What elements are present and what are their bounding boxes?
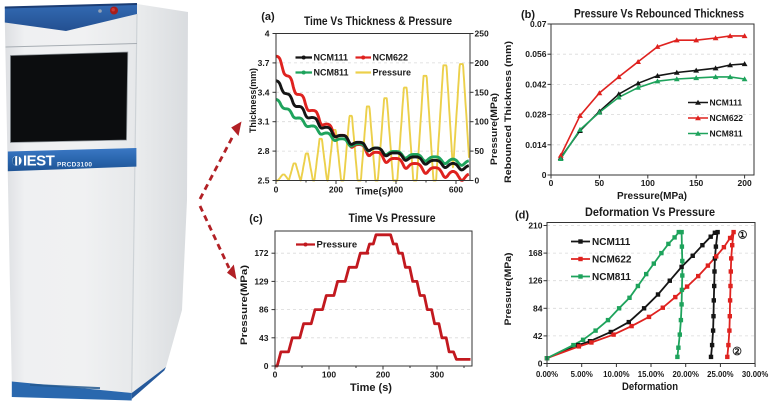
svg-text:129: 129 bbox=[254, 276, 268, 286]
svg-text:(c): (c) bbox=[249, 213, 263, 225]
svg-text:600: 600 bbox=[449, 185, 463, 195]
svg-text:0.00%: 0.00% bbox=[536, 370, 558, 379]
svg-text:Pressure(MPa): Pressure(MPa) bbox=[503, 253, 514, 326]
svg-text:0.014: 0.014 bbox=[525, 140, 547, 150]
svg-text:100: 100 bbox=[641, 178, 655, 188]
svg-text:50: 50 bbox=[595, 178, 605, 188]
svg-text:NCM811: NCM811 bbox=[592, 272, 631, 283]
svg-text:Pressure Vs Rebounced Thickne: Pressure Vs Rebounced Thickness bbox=[574, 9, 744, 21]
svg-text:Deformation Vs Pressure: Deformation Vs Pressure bbox=[585, 207, 715, 219]
svg-text:0: 0 bbox=[549, 178, 554, 188]
svg-text:0.028: 0.028 bbox=[525, 110, 547, 120]
svg-text:0: 0 bbox=[542, 170, 547, 180]
svg-text:Deformation: Deformation bbox=[622, 381, 678, 393]
svg-text:126: 126 bbox=[528, 276, 542, 286]
svg-text:Pressure(MPa): Pressure(MPa) bbox=[617, 191, 687, 202]
svg-text:①: ① bbox=[738, 230, 748, 242]
svg-text:0: 0 bbox=[273, 370, 278, 380]
svg-text:Pressure(MPa): Pressure(MPa) bbox=[489, 93, 500, 165]
svg-text:0: 0 bbox=[264, 361, 269, 371]
svg-text:15.00%: 15.00% bbox=[638, 370, 665, 379]
svg-text:3.1: 3.1 bbox=[258, 117, 270, 127]
svg-text:NCM111: NCM111 bbox=[710, 98, 743, 108]
svg-text:3.4: 3.4 bbox=[258, 87, 270, 97]
svg-text:5.00%: 5.00% bbox=[571, 370, 593, 379]
svg-text:25.00%: 25.00% bbox=[707, 370, 734, 379]
svg-text:4: 4 bbox=[265, 29, 270, 39]
svg-text:100: 100 bbox=[322, 370, 336, 380]
svg-text:250: 250 bbox=[475, 29, 489, 39]
svg-text:86: 86 bbox=[259, 305, 269, 315]
svg-text:Thickness(mm): Thickness(mm) bbox=[248, 68, 259, 133]
svg-text:(a): (a) bbox=[261, 11, 275, 23]
svg-text:0: 0 bbox=[538, 359, 543, 369]
svg-text:43: 43 bbox=[259, 333, 269, 343]
svg-text:84: 84 bbox=[533, 303, 543, 313]
svg-text:50: 50 bbox=[475, 146, 485, 156]
svg-text:Pressure: Pressure bbox=[317, 240, 358, 251]
svg-text:NCM622: NCM622 bbox=[710, 113, 744, 123]
svg-text:200: 200 bbox=[475, 58, 489, 68]
svg-text:42: 42 bbox=[533, 331, 543, 341]
svg-text:210: 210 bbox=[528, 221, 542, 231]
svg-text:300: 300 bbox=[430, 370, 444, 380]
svg-text:0.056: 0.056 bbox=[525, 49, 547, 59]
svg-text:Pressure: Pressure bbox=[373, 68, 412, 78]
svg-text:NCM622: NCM622 bbox=[373, 53, 409, 63]
svg-text:150: 150 bbox=[689, 178, 703, 188]
svg-text:172: 172 bbox=[254, 248, 268, 258]
svg-text:②: ② bbox=[732, 346, 742, 358]
svg-text:NCM811: NCM811 bbox=[710, 129, 743, 139]
svg-text:0.042: 0.042 bbox=[525, 79, 547, 89]
svg-text:NCM811: NCM811 bbox=[314, 68, 349, 78]
svg-text:200: 200 bbox=[329, 185, 343, 195]
svg-text:Time(s): Time(s) bbox=[355, 187, 390, 198]
svg-text:2.8: 2.8 bbox=[258, 146, 270, 156]
svg-text:PRCD3100: PRCD3100 bbox=[57, 162, 92, 169]
svg-text:Time Vs Thickness & Pressure: Time Vs Thickness & Pressure bbox=[304, 16, 452, 28]
svg-text:10.00%: 10.00% bbox=[603, 370, 630, 379]
svg-text:0: 0 bbox=[274, 185, 279, 195]
svg-text:Time (s): Time (s) bbox=[350, 382, 392, 394]
svg-text:NCM111: NCM111 bbox=[592, 237, 631, 248]
svg-text:168: 168 bbox=[528, 248, 542, 258]
svg-text:NCM622: NCM622 bbox=[592, 255, 632, 266]
svg-text:400: 400 bbox=[389, 185, 403, 195]
svg-text:IEST: IEST bbox=[23, 153, 55, 170]
svg-text:NCM111: NCM111 bbox=[314, 53, 349, 63]
svg-text:150: 150 bbox=[475, 87, 489, 97]
svg-text:Rebounced Thickness (mm): Rebounced Thickness (mm) bbox=[503, 41, 514, 183]
svg-text:0: 0 bbox=[475, 176, 480, 186]
svg-text:30.00%: 30.00% bbox=[742, 370, 769, 379]
svg-text:200: 200 bbox=[738, 178, 752, 188]
svg-text:2.5: 2.5 bbox=[258, 176, 270, 186]
svg-text:20.00%: 20.00% bbox=[672, 370, 699, 379]
svg-text:100: 100 bbox=[475, 117, 489, 127]
svg-text:Pressure(MPa): Pressure(MPa) bbox=[239, 265, 250, 345]
svg-text:Time Vs Pressure: Time Vs Pressure bbox=[349, 213, 436, 225]
svg-text:(d): (d) bbox=[515, 210, 529, 222]
svg-text:200: 200 bbox=[376, 370, 390, 380]
svg-text:3.7: 3.7 bbox=[258, 58, 270, 68]
svg-text:(b): (b) bbox=[521, 9, 535, 21]
svg-text:0.07: 0.07 bbox=[530, 19, 547, 29]
